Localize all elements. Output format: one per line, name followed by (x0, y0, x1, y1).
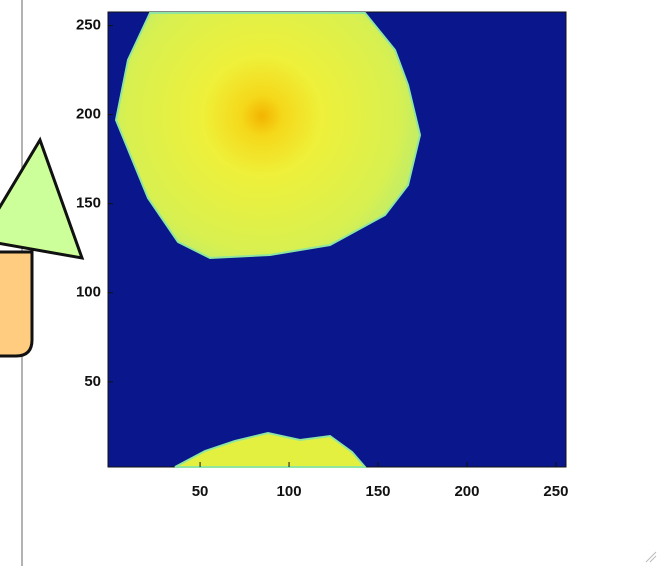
y-tick-label: 100 (76, 284, 101, 301)
y-tick-label: 250 (76, 17, 101, 34)
y-tick-label: 50 (84, 373, 101, 390)
x-tick-label: 150 (365, 483, 390, 500)
image-region (174, 431, 368, 468)
x-tick-label: 50 (192, 483, 209, 500)
x-tick-label: 200 (454, 483, 479, 500)
axes (107, 11, 567, 468)
x-tick-label: 100 (277, 483, 302, 500)
y-tick-label: 200 (76, 106, 101, 123)
resize-grip (645, 551, 657, 563)
y-tick-label: 150 (76, 195, 101, 212)
image-region (114, 12, 422, 260)
arrow-body (0, 250, 34, 358)
x-tick-label: 250 (543, 483, 568, 500)
arrow-head (0, 136, 85, 260)
